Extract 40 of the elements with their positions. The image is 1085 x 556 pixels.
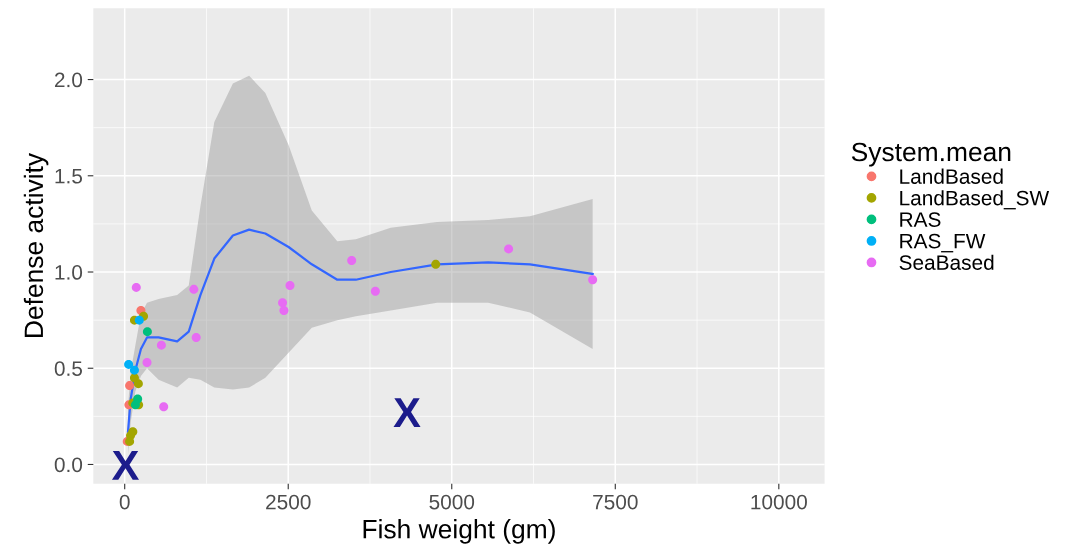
x-tick-label: 2500: [266, 494, 311, 510]
point: [125, 381, 135, 391]
point: [124, 359, 134, 369]
point: [142, 327, 152, 337]
y-tick-label: 0.0: [54, 457, 83, 473]
y-tick-label: 0.5: [54, 361, 83, 376]
annotation: X: [393, 398, 421, 427]
point: [279, 306, 289, 315]
x-tick-label: 5000: [429, 494, 475, 510]
y-axis-title: Defense activity: [23, 152, 49, 337]
point: [159, 402, 169, 412]
legend-label: RAS_FW: [900, 233, 986, 253]
point: [134, 315, 144, 325]
point: [142, 357, 152, 367]
legend-label: LandBased: [900, 168, 1003, 184]
point: [504, 244, 514, 254]
y-tick-label: 2.0: [54, 72, 83, 88]
point: [278, 298, 288, 308]
point: [588, 275, 598, 285]
legend-label: RAS: [900, 212, 941, 227]
point: [285, 280, 295, 290]
point: [431, 259, 441, 269]
point: [191, 332, 201, 342]
x-tick-label: 0: [119, 494, 130, 510]
point: [156, 340, 166, 350]
point: [189, 284, 199, 294]
point: [347, 255, 357, 265]
annotation: X: [111, 451, 140, 480]
point: [133, 379, 143, 389]
x-axis-title: Fish weight (gm): [363, 519, 555, 544]
point: [131, 282, 141, 292]
x-tick-label: 7500: [593, 494, 638, 510]
legend-label: SeaBased: [899, 254, 994, 270]
legend-label: LandBased_SW: [900, 190, 1050, 210]
point: [370, 286, 380, 296]
legend-title: System.mean: [851, 142, 1011, 167]
x-tick-label: 10000: [751, 494, 807, 510]
y-tick-label: 1.0: [55, 265, 83, 280]
point: [129, 365, 139, 375]
y-tick-label: 1.5: [55, 169, 83, 184]
